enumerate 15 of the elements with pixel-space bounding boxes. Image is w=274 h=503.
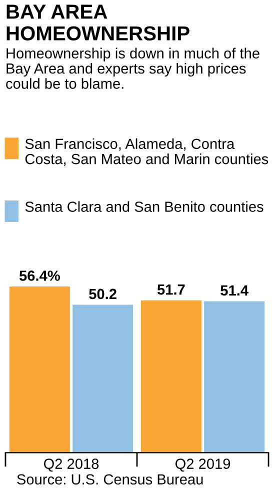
data-label: 56.4%	[19, 270, 60, 281]
bar	[9, 286, 70, 453]
bar	[204, 301, 265, 453]
data-label: 51.4	[220, 285, 248, 296]
bar	[72, 304, 134, 453]
chart-subtitle: Homeownership is down in much of the Bay Area and experts say high prices could be to blame.	[6, 48, 260, 89]
bar	[140, 300, 202, 453]
x-tick-label: Q2 2019	[175, 458, 230, 472]
data-label: 51.7	[157, 284, 185, 295]
legend-label: San Francisco, Alameda, Contra Costa, San Mateo and Marin counties	[25, 138, 268, 166]
x-tick-label: Q2 2018	[44, 458, 99, 472]
legend-label: Santa Clara and San Benito counties	[25, 201, 264, 212]
data-label: 50.2	[89, 288, 116, 300]
source-note: Source: U.S. Census Bureau	[17, 474, 203, 485]
chart-title: BAY AREA HOMEOWNERSHIP	[6, 4, 190, 41]
